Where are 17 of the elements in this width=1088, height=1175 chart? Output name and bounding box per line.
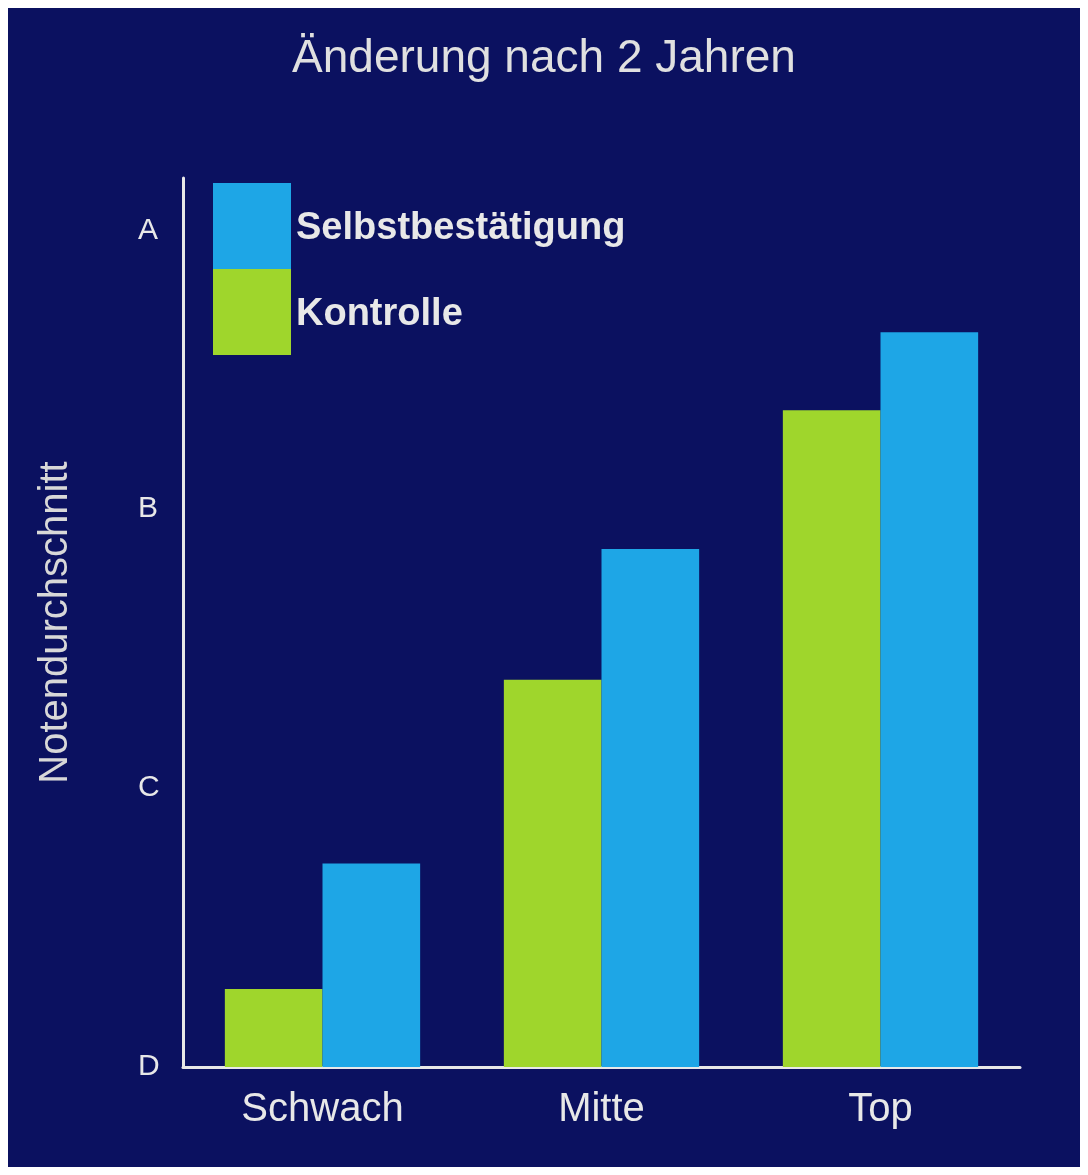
bar <box>782 410 881 1067</box>
legend-label: Selbstbestätigung <box>296 205 626 247</box>
x-tick-label: Schwach <box>241 1085 404 1129</box>
text: A <box>138 211 159 245</box>
bar <box>601 549 700 1067</box>
chart-title: Änderung nach 2 Jahren <box>292 30 796 82</box>
x-tick-label: Top <box>848 1085 913 1129</box>
bar <box>503 679 602 1067</box>
bar <box>880 332 979 1067</box>
x-tick-label: Mitte <box>558 1085 645 1129</box>
legend-label: Kontrolle <box>296 291 463 333</box>
text: B <box>138 490 159 524</box>
text: C <box>138 768 160 802</box>
bar <box>322 863 421 1067</box>
bar <box>224 989 323 1067</box>
y-axis-title: Notendurchschnitt <box>31 461 75 784</box>
text: D <box>138 1047 160 1081</box>
